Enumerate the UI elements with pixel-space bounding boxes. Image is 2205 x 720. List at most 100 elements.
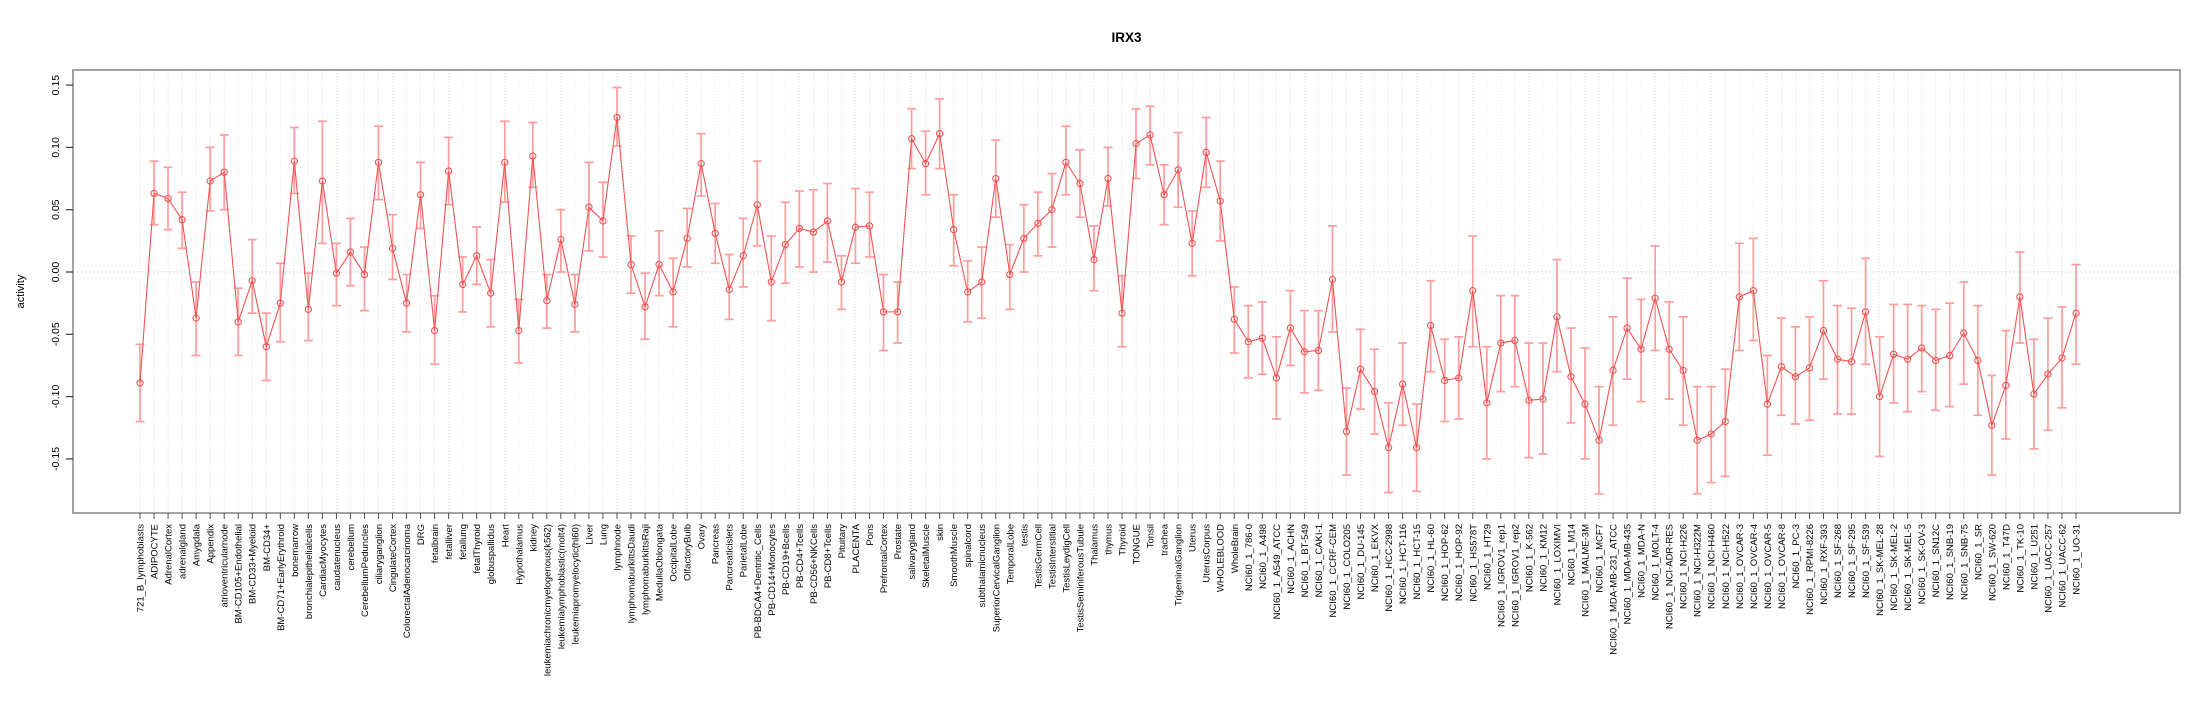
data-point-marker <box>1679 366 1687 375</box>
x-tick-label: Pancreaticislets <box>725 524 736 591</box>
data-point-marker <box>192 314 200 322</box>
data-point-marker <box>2072 309 2080 317</box>
x-tick-label: PB-CD19+Bcells <box>781 524 792 595</box>
x-tick-label: subthalamicnucleus <box>977 524 988 608</box>
data-point-marker <box>571 300 579 309</box>
x-tick-label: NCI60_1_MDA-MB-435 <box>1623 524 1634 624</box>
data-point-marker <box>1946 351 1954 360</box>
data-point-marker <box>2016 293 2024 301</box>
x-tick-label: kidney <box>528 524 539 552</box>
data-point-marker <box>1328 275 1337 284</box>
x-tick-label: PB-CD56+NKCells <box>809 524 820 604</box>
x-tick-label: NCI60_1_ACHN <box>1286 524 1297 594</box>
x-tick-label: NCI60_1_HOP-92 <box>1454 524 1465 601</box>
x-tick-label: NCI60_1_OVCAR-5 <box>1763 524 1774 609</box>
x-tick-label: NCI60_1_MDA-N <box>1637 524 1648 598</box>
data-point-marker <box>711 229 719 238</box>
x-tick-label: NCI60_1_UO-31 <box>2072 524 2083 595</box>
x-tick-label: NCI60_1_UACC-62 <box>2057 524 2068 607</box>
data-point-marker <box>753 201 761 209</box>
data-point-marker <box>1272 374 1280 382</box>
x-tick-label: NCI60_1_SNB-19 <box>1945 524 1956 600</box>
x-tick-label: Lung <box>598 524 609 545</box>
data-point-marker <box>430 326 439 335</box>
x-tick-label: NCI60_1_EKVX <box>1370 523 1381 592</box>
data-point-marker <box>1847 358 1856 366</box>
data-point-marker <box>402 299 411 307</box>
data-point-marker <box>1146 131 1154 139</box>
x-tick-label: fetalbrain <box>430 524 441 563</box>
data-point-marker <box>1076 179 1084 188</box>
data-point-marker <box>725 285 733 294</box>
x-tick-label: NCI60_1_HCC-2998 <box>1384 524 1395 612</box>
gridlines <box>73 70 2180 513</box>
data-point-marker <box>276 299 284 307</box>
x-tick-label: salivarygland <box>907 524 918 579</box>
x-tick-label: TestisSeminiferousTubule <box>1075 524 1086 632</box>
x-tick-label: NCI60_1_DU-145 <box>1356 524 1367 600</box>
y-tick-label: -0.05 <box>50 322 62 346</box>
data-point-marker <box>1693 436 1701 444</box>
data-point-marker <box>1791 373 1800 381</box>
y-tick-label: 0.05 <box>50 199 62 220</box>
data-point-marker <box>1034 219 1042 228</box>
x-tick-label: Heart <box>500 524 511 548</box>
data-point-marker <box>543 297 551 305</box>
data-point-marker <box>936 130 944 138</box>
x-tick-label: Amygdala <box>192 523 203 566</box>
y-tick-label: 0.10 <box>50 137 62 158</box>
plot-frame <box>72 69 2181 514</box>
data-point-marker <box>1174 166 1182 174</box>
x-tick-label: NCI60_1_NCI-H322M <box>1693 524 1704 617</box>
x-tick-label: TestisLeydigCell <box>1061 524 1072 593</box>
data-point-marker <box>1356 365 1365 373</box>
data-point-marker <box>2030 390 2038 398</box>
y-axis-label: activity <box>15 274 27 308</box>
x-axis: 721_B_lymphoblasts ADIPOCYTE AdrenalCortex… <box>136 513 2083 676</box>
data-point-marker <box>304 305 312 314</box>
x-tick-label: PB-CD14+Monocytes <box>767 524 778 616</box>
data-point-marker <box>1020 234 1028 243</box>
x-tick-label: NCI60_1_K-562 <box>1524 524 1535 592</box>
y-tick-label: -0.10 <box>50 384 62 408</box>
data-point-marker <box>2044 370 2052 378</box>
x-tick-label: AdrenalCortex <box>164 524 175 585</box>
x-tick-label: NCI60_1_SF-268 <box>1833 524 1844 598</box>
data-point-marker <box>795 224 804 233</box>
x-tick-label: UterusCorpus <box>1202 524 1213 583</box>
data-point-marker <box>248 277 256 285</box>
data-point-marker <box>290 157 298 165</box>
data-point-marker <box>1988 421 1996 429</box>
error-bars <box>135 86 2081 495</box>
x-tick-label: NCI60_1_RXF-393 <box>1819 524 1830 605</box>
data-point-marker <box>1707 430 1715 438</box>
x-tick-label: Pancreas <box>711 524 722 564</box>
data-point-marker <box>641 303 649 311</box>
data-point-marker <box>837 278 846 286</box>
x-tick-label: NCI60_1_CAKI-1 <box>1314 524 1325 597</box>
x-tick-label: NCI60_1_OVCAR-3 <box>1735 524 1746 609</box>
x-tick-label: PLACENTA <box>851 523 862 573</box>
data-point-marker <box>529 152 537 160</box>
data-point-marker <box>1595 436 1603 444</box>
data-point-marker <box>767 278 775 286</box>
data-point-marker <box>150 189 158 198</box>
x-tick-label: NCI60_1_HT29 <box>1482 524 1493 590</box>
x-tick-label: BM-CD71+EarlyErythroid <box>276 524 287 631</box>
x-tick-label: PB-CD8+Tcells <box>823 524 834 588</box>
data-point-marker <box>1819 326 1828 335</box>
data-point-marker <box>1665 345 1673 353</box>
data-point-marker <box>893 308 902 316</box>
x-tick-label: Thalamus <box>1089 524 1100 566</box>
data-point-marker <box>444 167 453 175</box>
data-point-marker <box>1861 308 1870 316</box>
x-tick-label: NCI60_1_SN12C <box>1931 524 1942 598</box>
data-point-marker <box>1960 329 1968 337</box>
x-tick-label: adrenalgland <box>178 524 189 579</box>
data-point-marker <box>809 228 818 236</box>
series-line <box>139 117 2077 448</box>
data-point-marker <box>136 379 144 387</box>
data-point-marker <box>1398 380 1407 388</box>
data-point-marker <box>206 177 214 185</box>
